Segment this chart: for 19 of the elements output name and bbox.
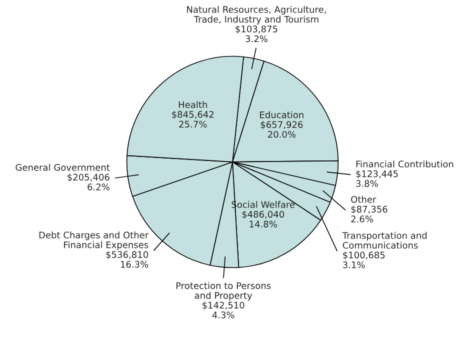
slice-label: General Government	[16, 164, 110, 171]
slice-label: Transportation and Communications	[342, 232, 427, 249]
slice-label: Protection to Persons and Property	[176, 282, 271, 301]
data-label: $103,875 3.2%	[236, 25, 278, 42]
data-label: $100,685 3.1%	[343, 251, 385, 268]
data-label: $536,810 16.3%	[106, 250, 148, 268]
data-label: $123,445 3.8%	[356, 170, 398, 187]
slice-label: Natural Resources, Agriculture, Trade, Industry and Tourism	[187, 6, 326, 24]
slice-label: Education	[260, 111, 304, 118]
data-label: $486,040 14.8%	[242, 210, 284, 228]
slice-label: Debt Charges and Other Financial Expenses	[39, 231, 149, 250]
data-label: $205,406 6.2%	[68, 174, 110, 190]
data-label: $87,356 2.6%	[351, 206, 388, 222]
slice-label: Health	[178, 101, 207, 108]
data-label: $845,642 25.7%	[172, 110, 214, 128]
data-label: $142,510 4.3%	[202, 302, 244, 318]
data-label: $657,926 20.0%	[260, 121, 303, 138]
slice-label: Other	[351, 196, 376, 203]
slice-label: Financial Contribution	[356, 160, 454, 168]
